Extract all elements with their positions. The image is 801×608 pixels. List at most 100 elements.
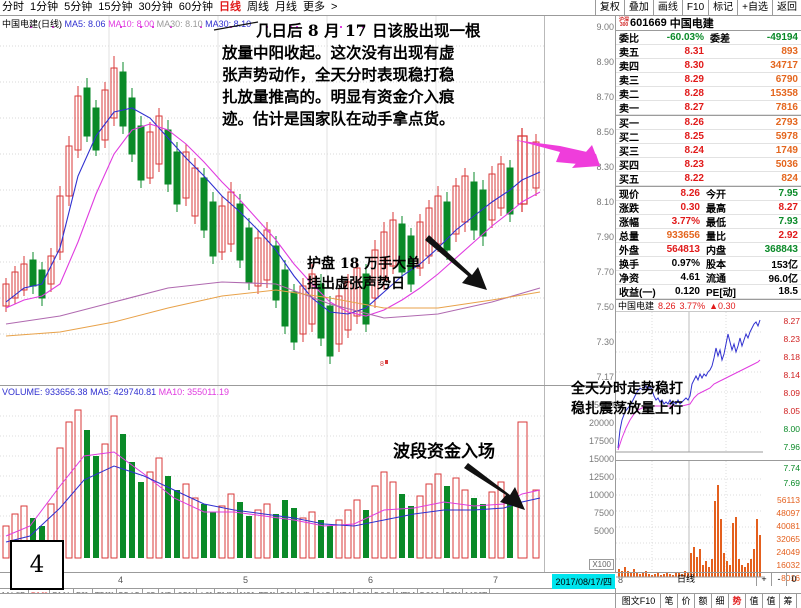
- volume-tick-6: 7500: [593, 508, 614, 518]
- volume-header: VOLUME: 933656.38 MA5: 429740.81 MA10: 3…: [2, 387, 229, 397]
- toolbar-button-2[interactable]: 画线: [652, 0, 682, 15]
- stat-value2-6: 96.0亿: [768, 274, 798, 285]
- stat-value-5: 0.97%: [671, 258, 700, 269]
- zoom-reset-button[interactable]: 0: [791, 574, 797, 584]
- date-tick-0: 4: [118, 575, 124, 585]
- period-tab-5[interactable]: 60分钟: [178, 1, 213, 13]
- toolbar-button-5[interactable]: +自选: [737, 0, 772, 15]
- period-tab-7[interactable]: 周线: [247, 1, 269, 13]
- stat-label2-2: 最低: [706, 218, 726, 229]
- period-tab-10[interactable]: >: [331, 1, 338, 13]
- intraday-header: 中国电建 8.26 3.77% ▲0.30: [616, 300, 801, 312]
- toolbar-button-1[interactable]: 叠加: [623, 0, 653, 15]
- intraday-volume-y-axis: 7.74 7.69 56113 48097 40081 32065 24049 16032 80…: [763, 461, 801, 588]
- status-cell-7[interactable]: 值: [763, 594, 780, 608]
- kline-svg: 8: [0, 16, 544, 385]
- stock-name: 中国电建: [669, 18, 714, 30]
- status-cell-0[interactable]: 图文F10: [617, 594, 661, 608]
- ask-price-3: 8.28: [684, 88, 704, 99]
- stat-label2-3: 量比: [706, 232, 726, 243]
- ask-qty-4: 7816: [775, 102, 798, 113]
- intraday-stock-name: 中国电建: [618, 301, 655, 311]
- annotation-2-line-2: 挂出虚张声势日: [307, 275, 405, 292]
- stat-label2-7: PE[动]: [706, 288, 736, 299]
- toolbar-button-3[interactable]: F10: [681, 0, 708, 15]
- ask-row[interactable]: 卖五 8.31 893: [616, 45, 801, 59]
- toolbar-button-0[interactable]: 复权: [594, 0, 624, 15]
- kline-tick-3: 8.50: [596, 127, 614, 137]
- order-book: 委比 -60.03% 委差 -49194 卖五 8.31 893 卖四 8.30 3471…: [616, 31, 801, 300]
- kline-tick-8: 7.50: [596, 302, 614, 312]
- kline-tick-10: 7.17: [596, 372, 614, 382]
- toolbar-button-6[interactable]: 返回: [772, 0, 801, 15]
- period-tab-3[interactable]: 15分钟: [98, 1, 133, 13]
- status-cell-1[interactable]: 笔: [661, 594, 678, 608]
- volume-unit-label: X100: [589, 559, 614, 570]
- bid-row[interactable]: 买四 8.23 5036: [616, 158, 801, 172]
- bid-row[interactable]: 买一 8.26 2793: [616, 116, 801, 130]
- status-hint: [0, 594, 616, 608]
- stat-value-3: 933656: [666, 230, 700, 241]
- top-toolbar: 分时 1分钟 5分钟 15分钟 30分钟 60分钟 日线 周线 月线 更多 > 复权 叠加 画线 F10 标…: [0, 0, 801, 16]
- status-cell-8[interactable]: 筹: [780, 594, 797, 608]
- stat-label2-0: 今开: [706, 190, 726, 201]
- kline-tick-5: 8.10: [596, 197, 614, 207]
- ask-row[interactable]: 卖三 8.29 6790: [616, 73, 801, 87]
- hs300-badge: 沪深300: [618, 18, 630, 28]
- status-cell-5[interactable]: 势: [729, 594, 746, 608]
- zoom-minus-button[interactable]: -: [772, 573, 787, 586]
- period-tab-6[interactable]: 日线: [219, 1, 241, 13]
- period-tab-9[interactable]: 更多: [303, 1, 325, 13]
- intraday-y-axis: 8.27 8.23 8.18 8.14 8.09 8.05 8.00 7.96: [763, 312, 801, 460]
- intraday-volume-chart[interactable]: 7.74 7.69 56113 48097 40081 32065 24049 16032 80…: [616, 460, 801, 588]
- bid-label-0: 买一: [619, 119, 639, 130]
- mini-period-label[interactable]: 日线: [616, 573, 757, 586]
- status-cell-9[interactable]: 买: [797, 594, 801, 608]
- status-cell-4[interactable]: 细: [712, 594, 729, 608]
- date-tick-1: 5: [243, 575, 249, 585]
- period-tab-0[interactable]: 分时: [2, 1, 24, 13]
- bid-qty-1: 5978: [775, 131, 798, 142]
- kline-panel[interactable]: 中国电建(日线) MA5: 8.06 MA10: 8.00 MA30: 8.10…: [0, 16, 616, 385]
- toolbar-button-4[interactable]: 标记: [708, 0, 737, 15]
- intraday-vol-tick-6: 8016: [781, 573, 800, 583]
- bid-label-2: 买三: [619, 147, 639, 158]
- zoom-plus-button[interactable]: +: [757, 573, 772, 586]
- stat-label-1: 涨跌: [619, 204, 639, 215]
- volume-plot[interactable]: [0, 386, 544, 572]
- bid-row[interactable]: 买三 8.24 1749: [616, 144, 801, 158]
- weibi-label: 委比: [619, 34, 639, 45]
- period-tab-1[interactable]: 1分钟: [30, 1, 59, 13]
- kline-plot[interactable]: 8: [0, 16, 544, 385]
- ask-row[interactable]: 卖一 8.27 7816: [616, 101, 801, 115]
- intraday-chart[interactable]: 8.27 8.23 8.18 8.14 8.09 8.05 8.00 7.96: [616, 312, 801, 460]
- period-tab-2[interactable]: 5分钟: [64, 1, 93, 13]
- ask-row[interactable]: 卖四 8.30 34717: [616, 59, 801, 73]
- stat-label-4: 外盘: [619, 246, 639, 257]
- volume-panel[interactable]: VOLUME: 933656.38 MA5: 429740.81 MA10: 3…: [0, 385, 616, 572]
- ask-row[interactable]: 卖二 8.28 15358: [616, 87, 801, 101]
- status-cell-3[interactable]: 额: [695, 594, 712, 608]
- intraday-change: ▲0.30: [709, 300, 736, 311]
- annotation-3-line-1: 全天分时走势稳打: [571, 381, 683, 397]
- period-tab-4[interactable]: 30分钟: [138, 1, 173, 13]
- volume-tick-4: 12500: [588, 472, 614, 482]
- stat-label-7: 收益(一): [619, 288, 656, 299]
- bid-rows: 买一 8.26 2793 买二 8.25 5978 买三 8.24 1749 买四 8.23 5036…: [616, 115, 801, 186]
- kline-header: 中国电建(日线) MA5: 8.06 MA10: 8.00 MA30: 8.10…: [2, 17, 251, 30]
- intraday-tick-7: 7.96: [783, 442, 800, 452]
- period-tab-8[interactable]: 月线: [275, 1, 297, 13]
- ask-price-4: 8.27: [684, 102, 704, 113]
- ask-label-1: 卖四: [619, 62, 639, 73]
- intraday-tick-4: 8.09: [783, 388, 800, 398]
- ask-price-2: 8.29: [684, 74, 704, 85]
- status-cell-2[interactable]: 价: [678, 594, 695, 608]
- intraday-volume-svg: [616, 461, 763, 578]
- status-cell-6[interactable]: 值: [746, 594, 763, 608]
- stat-value2-0: 7.95: [778, 188, 798, 199]
- intraday-tick-3: 8.14: [783, 370, 800, 380]
- bid-qty-2: 1749: [775, 145, 798, 156]
- bid-row[interactable]: 买五 8.22 824: [616, 172, 801, 186]
- intraday-tick-0: 8.27: [783, 316, 800, 326]
- bid-row[interactable]: 买二 8.25 5978: [616, 130, 801, 144]
